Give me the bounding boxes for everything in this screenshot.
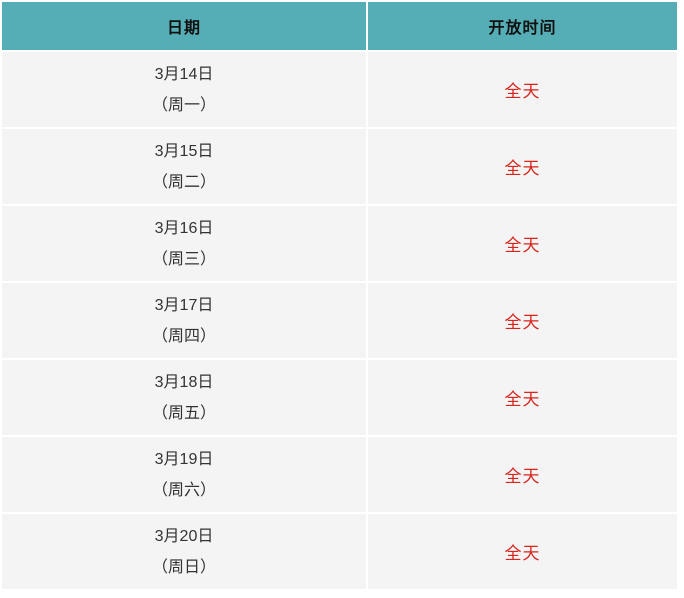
date-text: 3月16日 bbox=[154, 219, 214, 237]
time-text: 全天 bbox=[504, 544, 541, 563]
weekday-text: （周三） bbox=[151, 250, 216, 268]
table-header-row: 日期 开放时间 bbox=[2, 2, 677, 50]
time-cell: 全天 bbox=[368, 129, 677, 204]
weekday-text: （周四） bbox=[151, 327, 216, 345]
date-cell: 3月16日 （周三） bbox=[2, 206, 366, 281]
date-cell: 3月20日 （周日） bbox=[2, 514, 366, 589]
table-row: 3月15日 （周二） 全天 bbox=[2, 129, 677, 204]
time-text: 全天 bbox=[504, 390, 541, 409]
table-row: 3月18日 （周五） 全天 bbox=[2, 360, 677, 435]
date-text: 3月17日 bbox=[154, 296, 214, 314]
time-text: 全天 bbox=[504, 82, 541, 101]
date-cell: 3月15日 （周二） bbox=[2, 129, 366, 204]
table-row: 3月16日 （周三） 全天 bbox=[2, 206, 677, 281]
date-cell: 3月17日 （周四） bbox=[2, 283, 366, 358]
date-text: 3月18日 bbox=[154, 373, 214, 391]
date-text: 3月19日 bbox=[154, 450, 214, 468]
date-cell: 3月18日 （周五） bbox=[2, 360, 366, 435]
schedule-table: 日期 开放时间 3月14日 （周一） 全天 3月15日 （周二） 全天 3月16… bbox=[2, 2, 677, 589]
time-cell: 全天 bbox=[368, 52, 677, 127]
time-cell: 全天 bbox=[368, 437, 677, 512]
time-text: 全天 bbox=[504, 236, 541, 255]
time-text: 全天 bbox=[504, 159, 541, 178]
date-cell: 3月19日 （周六） bbox=[2, 437, 366, 512]
column-header-time: 开放时间 bbox=[368, 2, 677, 50]
weekday-text: （周一） bbox=[151, 96, 216, 114]
date-cell: 3月14日 （周一） bbox=[2, 52, 366, 127]
weekday-text: （周日） bbox=[151, 558, 216, 576]
date-text: 3月15日 bbox=[154, 142, 214, 160]
table-row: 3月14日 （周一） 全天 bbox=[2, 52, 677, 127]
time-cell: 全天 bbox=[368, 283, 677, 358]
weekday-text: （周五） bbox=[151, 404, 216, 422]
time-cell: 全天 bbox=[368, 514, 677, 589]
table-row: 3月17日 （周四） 全天 bbox=[2, 283, 677, 358]
weekday-text: （周二） bbox=[151, 173, 216, 191]
weekday-text: （周六） bbox=[151, 481, 216, 499]
table-row: 3月19日 （周六） 全天 bbox=[2, 437, 677, 512]
date-text: 3月14日 bbox=[154, 65, 214, 83]
column-header-date: 日期 bbox=[2, 2, 366, 50]
time-cell: 全天 bbox=[368, 360, 677, 435]
date-text: 3月20日 bbox=[154, 527, 214, 545]
time-text: 全天 bbox=[504, 313, 541, 332]
table-row: 3月20日 （周日） 全天 bbox=[2, 514, 677, 589]
time-text: 全天 bbox=[504, 467, 541, 486]
time-cell: 全天 bbox=[368, 206, 677, 281]
